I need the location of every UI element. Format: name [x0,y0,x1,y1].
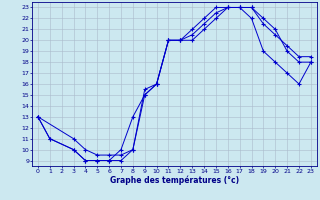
X-axis label: Graphe des températures (°c): Graphe des températures (°c) [110,175,239,185]
